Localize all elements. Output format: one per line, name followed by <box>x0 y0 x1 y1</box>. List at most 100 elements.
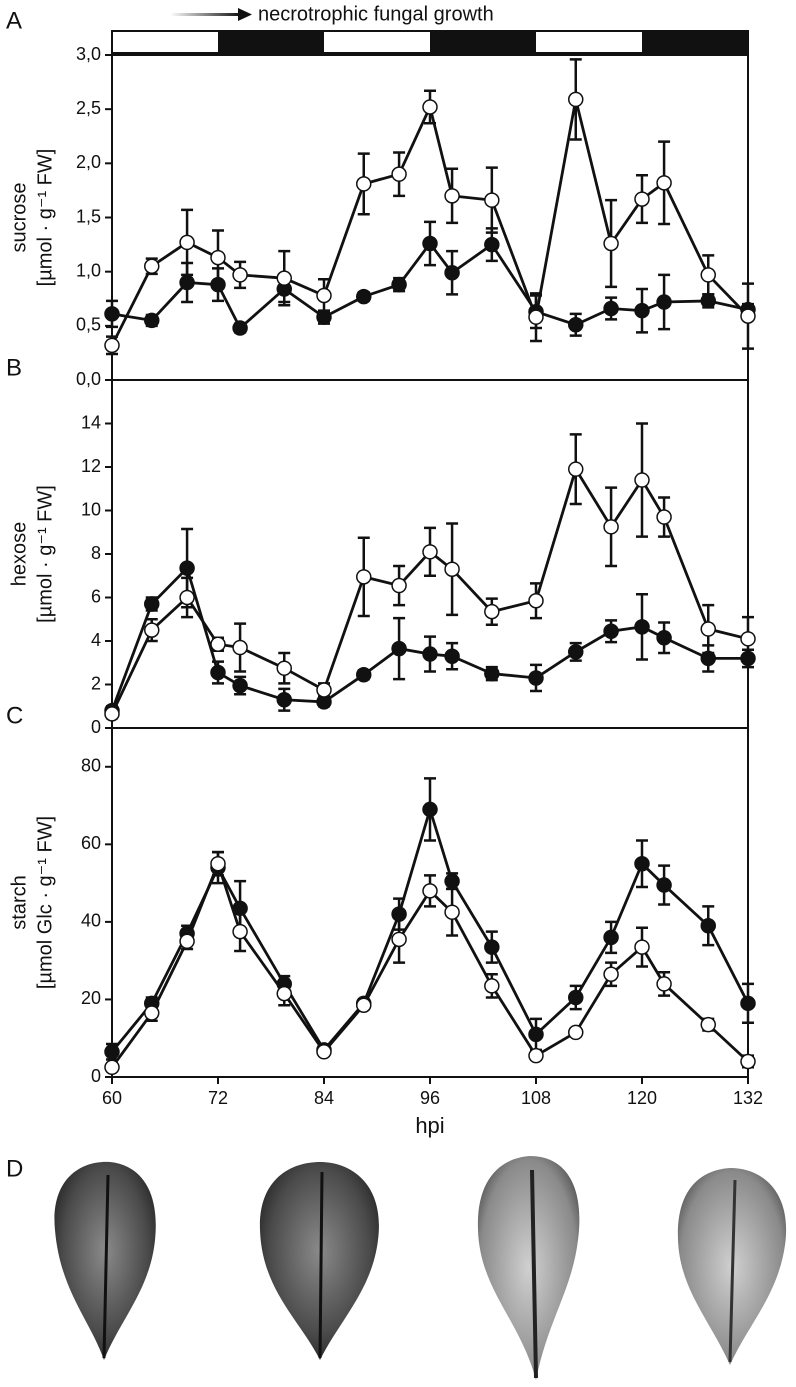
marker <box>232 923 248 940</box>
marker <box>391 166 407 182</box>
panel-label: A <box>6 7 22 34</box>
marker <box>356 288 372 305</box>
y-tick-label: 2 <box>91 673 101 693</box>
marker <box>179 933 195 950</box>
marker <box>484 236 500 253</box>
marker <box>700 293 716 309</box>
marker <box>276 660 292 676</box>
y-tick-label: 12 <box>81 456 101 476</box>
marker <box>144 596 160 612</box>
marker <box>316 682 332 698</box>
series <box>104 850 756 1076</box>
marker <box>276 691 292 708</box>
marker <box>740 631 756 647</box>
x-tick-label: 60 <box>102 1088 122 1108</box>
y-tick-label: 0 <box>91 1066 101 1086</box>
marker <box>422 801 438 818</box>
marker <box>484 978 500 994</box>
leaf-vein <box>102 1174 110 1359</box>
y-tick-label: 2,5 <box>76 98 101 118</box>
marker <box>356 666 372 683</box>
x-tick-label: 96 <box>420 1088 440 1108</box>
marker <box>104 706 120 722</box>
marker <box>144 312 160 329</box>
marker <box>634 472 650 488</box>
marker <box>356 997 372 1014</box>
marker <box>568 317 584 333</box>
marker <box>422 235 438 252</box>
y-tick-label: 0,0 <box>76 369 101 389</box>
marker <box>232 267 248 283</box>
marker <box>316 287 332 304</box>
marker <box>603 300 619 317</box>
y-tick-label: 1,0 <box>76 260 101 280</box>
marker <box>210 249 226 266</box>
dark-period <box>218 31 324 53</box>
y-axis-label: [µmol Glc · g⁻¹ FW] <box>34 816 56 989</box>
marker <box>634 619 650 635</box>
y-tick-label: 1,5 <box>76 206 101 226</box>
leaf-vein <box>728 1179 737 1363</box>
marker <box>210 636 226 653</box>
y-tick-label: 60 <box>81 833 101 853</box>
marker <box>740 308 756 324</box>
series-line <box>110 465 749 715</box>
dark-period <box>642 31 748 53</box>
y-tick-label: 2,0 <box>76 152 101 172</box>
marker <box>232 639 248 656</box>
y-axis-label: sucrose <box>8 182 30 252</box>
panel-label: C <box>6 702 23 729</box>
y-tick-label: 20 <box>81 988 101 1008</box>
y-axis-label: [µmol · g⁻¹ FW] <box>34 485 56 623</box>
marker <box>740 1053 756 1070</box>
marker <box>232 677 248 694</box>
x-tick-label: 84 <box>314 1088 334 1108</box>
series <box>104 527 756 719</box>
marker <box>210 855 226 872</box>
marker <box>603 519 619 535</box>
marker <box>634 939 650 955</box>
marker <box>391 276 407 293</box>
marker <box>104 337 120 354</box>
series <box>104 422 756 722</box>
y-axis-label: starch <box>8 875 30 929</box>
marker <box>444 561 460 577</box>
y-tick-label: 14 <box>81 412 101 432</box>
leaf <box>259 1162 379 1360</box>
x-tick-label: 72 <box>208 1088 228 1108</box>
marker <box>179 234 195 251</box>
marker <box>603 623 619 639</box>
marker <box>356 569 372 585</box>
marker <box>740 995 756 1012</box>
marker <box>656 294 672 310</box>
marker <box>179 274 195 291</box>
series <box>104 777 756 1061</box>
marker <box>656 509 672 525</box>
panel-label: D <box>6 1155 23 1182</box>
marker <box>634 302 650 319</box>
marker <box>444 904 460 920</box>
marker <box>356 176 372 192</box>
marker <box>444 648 460 664</box>
marker <box>484 192 500 208</box>
marker <box>568 91 584 108</box>
x-tick-label: 120 <box>627 1088 657 1108</box>
marker <box>144 258 160 274</box>
leaf-vein <box>530 1169 538 1379</box>
marker <box>144 622 160 638</box>
panel-label: B <box>6 354 22 381</box>
marker <box>603 929 619 946</box>
marker <box>391 931 407 948</box>
marker <box>700 918 716 934</box>
y-tick-label: 6 <box>91 586 101 606</box>
marker <box>444 188 460 204</box>
y-tick-label: 40 <box>81 911 101 931</box>
leaf-vein <box>318 1171 324 1359</box>
x-axis-label: hpi <box>415 1113 444 1138</box>
x-tick-label: 108 <box>521 1088 551 1108</box>
marker <box>656 877 672 893</box>
leaf <box>477 1156 580 1380</box>
y-axis-label: [µmol · g⁻¹ FW] <box>34 149 56 287</box>
marker <box>700 621 716 637</box>
series-line <box>110 804 750 1053</box>
